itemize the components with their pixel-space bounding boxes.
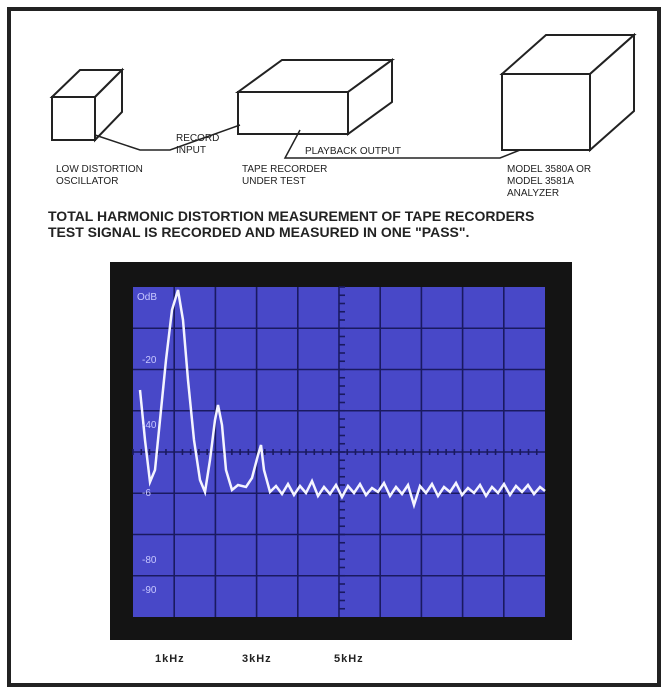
- label: UNDER TEST: [242, 176, 306, 187]
- x-label: 5kHz: [334, 653, 364, 665]
- y-label: -20: [142, 355, 157, 366]
- label: OSCILLATOR: [56, 176, 118, 187]
- label: RECORD: [176, 133, 219, 144]
- y-label: -90: [142, 585, 157, 596]
- label: ANALYZER: [507, 188, 559, 199]
- analyzer-box: [499, 32, 637, 153]
- y-label: -80: [142, 555, 157, 566]
- label: PLAYBACK OUTPUT: [305, 146, 401, 157]
- y-label: -6: [142, 488, 151, 499]
- y-label: -40: [142, 420, 157, 431]
- connector: [94, 124, 241, 151]
- tape-recorder-box: [234, 58, 396, 136]
- grid: [132, 286, 545, 617]
- label: TAPE RECORDER: [242, 164, 327, 175]
- label: MODEL 3580A OR: [507, 164, 591, 175]
- y-label: OdB: [137, 292, 157, 303]
- caption: TOTAL HARMONIC DISTORTION MEASUREMENT OF…: [48, 208, 534, 224]
- caption: TEST SIGNAL IS RECORDED AND MEASURED IN …: [48, 224, 469, 240]
- label: MODEL 3581A: [507, 176, 574, 187]
- spectrum-trace: [138, 289, 546, 510]
- label: INPUT: [176, 145, 206, 156]
- x-label: 1kHz: [155, 653, 185, 665]
- connector: [283, 129, 521, 159]
- oscillator-box: [49, 67, 125, 143]
- label: LOW DISTORTION: [56, 164, 143, 175]
- x-label: 3kHz: [242, 653, 272, 665]
